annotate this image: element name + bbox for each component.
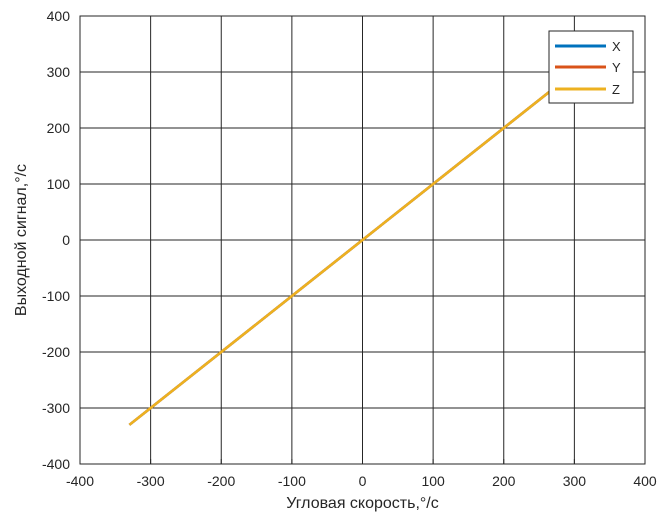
x-tick-label: 200 — [492, 473, 516, 489]
y-tick-label: -100 — [42, 288, 70, 304]
legend-label-x: X — [612, 39, 621, 54]
legend-label-y: Y — [612, 60, 621, 75]
x-tick-label: 300 — [563, 473, 587, 489]
legend-label-z: Z — [612, 82, 620, 97]
y-tick-label: 100 — [47, 176, 71, 192]
y-tick-label: -400 — [42, 456, 70, 472]
x-tick-label: -300 — [137, 473, 165, 489]
y-axis-label: Выходной сигнал,°/с — [13, 164, 30, 316]
x-tick-label: -400 — [66, 473, 94, 489]
y-tick-label: -300 — [42, 400, 70, 416]
y-tick-label: 200 — [47, 120, 71, 136]
x-tick-label: -200 — [207, 473, 235, 489]
x-tick-label: 400 — [633, 473, 657, 489]
x-tick-label: 0 — [359, 473, 367, 489]
legend: X Y Z — [548, 30, 634, 104]
axis-ticks: -400 -300 -200 -100 0 100 200 300 400 -400 -300 -20… — [42, 8, 657, 489]
x-tick-label: -100 — [278, 473, 306, 489]
y-tick-label: 400 — [47, 8, 71, 24]
x-axis-label: Угловая скорость,°/с — [286, 495, 439, 512]
y-tick-label: -200 — [42, 344, 70, 360]
x-tick-label: 100 — [421, 473, 445, 489]
y-tick-label: 0 — [62, 232, 70, 248]
y-tick-label: 300 — [47, 64, 71, 80]
